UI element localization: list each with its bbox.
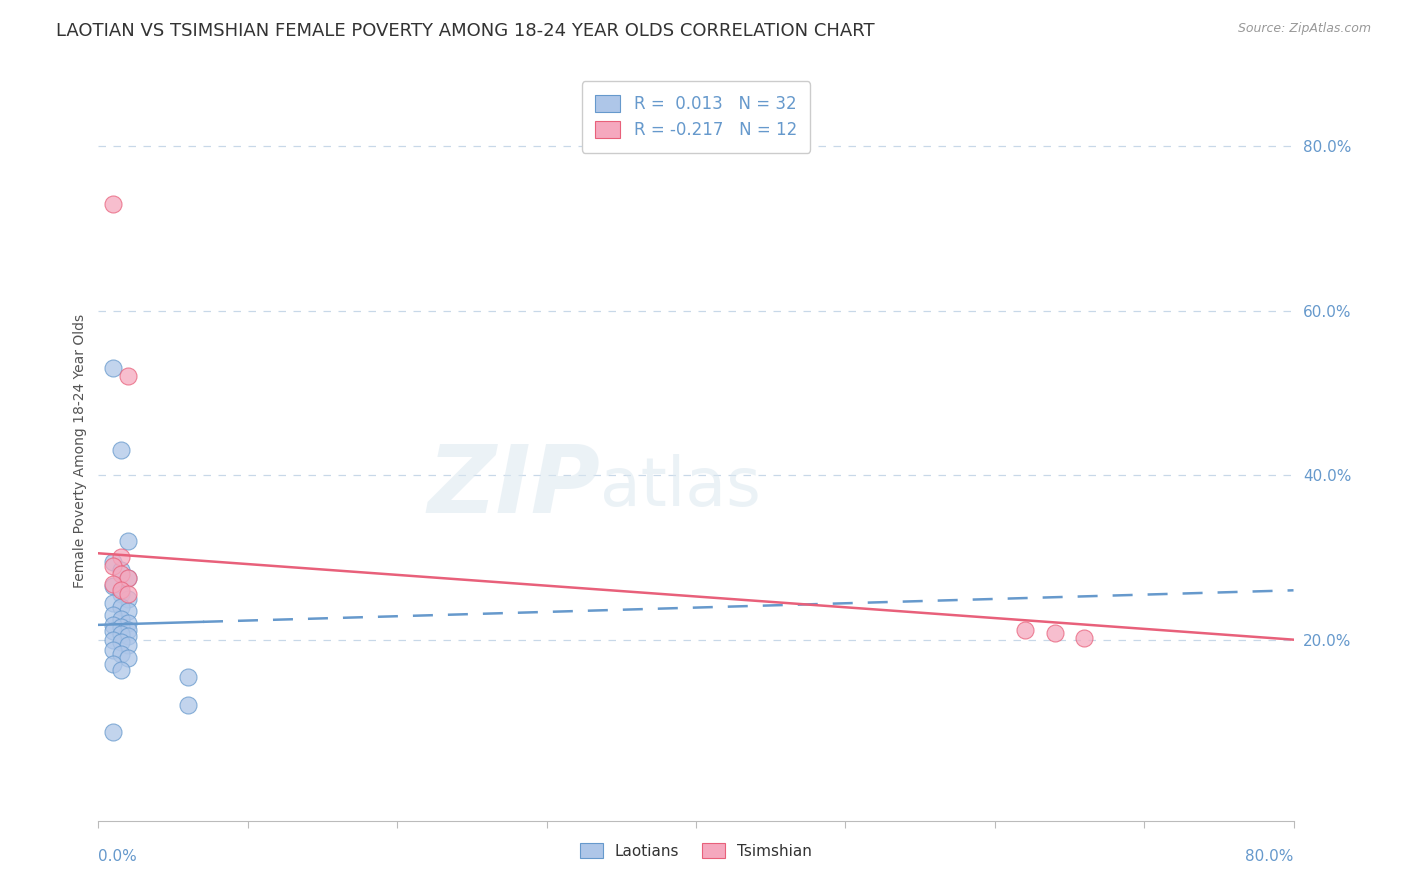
Text: ZIP: ZIP: [427, 442, 600, 533]
Point: [103, 632, 125, 647]
Point: [117, 571, 139, 585]
Point: [110, 583, 132, 598]
Point: [117, 604, 139, 618]
Point: [103, 554, 125, 569]
Legend: Laotians, Tsimshian: Laotians, Tsimshian: [574, 837, 818, 865]
Point: [103, 558, 125, 573]
Point: [110, 550, 132, 565]
Point: [110, 563, 132, 577]
Point: [103, 576, 125, 591]
Point: [177, 698, 200, 713]
Point: [103, 642, 125, 657]
Point: [1073, 631, 1095, 645]
Point: [110, 635, 132, 649]
Point: [103, 196, 125, 211]
Text: Source: ZipAtlas.com: Source: ZipAtlas.com: [1237, 22, 1371, 36]
Point: [103, 724, 125, 739]
Text: LAOTIAN VS TSIMSHIAN FEMALE POVERTY AMONG 18-24 YEAR OLDS CORRELATION CHART: LAOTIAN VS TSIMSHIAN FEMALE POVERTY AMON…: [56, 22, 875, 40]
Point: [103, 657, 125, 672]
Point: [110, 647, 132, 661]
Point: [110, 443, 132, 458]
Text: atlas: atlas: [600, 455, 761, 520]
Point: [117, 616, 139, 631]
Point: [110, 599, 132, 614]
Point: [117, 571, 139, 585]
Point: [110, 566, 132, 581]
Point: [117, 623, 139, 637]
Point: [117, 591, 139, 606]
Text: 0.0%: 0.0%: [98, 849, 138, 864]
Point: [103, 361, 125, 376]
Point: [177, 670, 200, 684]
Point: [110, 587, 132, 601]
Point: [103, 579, 125, 593]
Point: [117, 639, 139, 653]
Point: [117, 369, 139, 384]
Point: [110, 620, 132, 634]
Point: [117, 533, 139, 548]
Point: [117, 650, 139, 665]
Point: [103, 618, 125, 632]
Point: [117, 587, 139, 601]
Point: [110, 627, 132, 641]
Point: [110, 663, 132, 677]
Point: [1014, 623, 1036, 637]
Point: [103, 624, 125, 639]
Point: [103, 596, 125, 610]
Point: [103, 607, 125, 622]
Point: [117, 629, 139, 643]
Point: [110, 612, 132, 626]
Y-axis label: Female Poverty Among 18-24 Year Olds: Female Poverty Among 18-24 Year Olds: [73, 313, 87, 588]
Text: 80.0%: 80.0%: [1246, 849, 1294, 864]
Point: [1043, 626, 1066, 640]
